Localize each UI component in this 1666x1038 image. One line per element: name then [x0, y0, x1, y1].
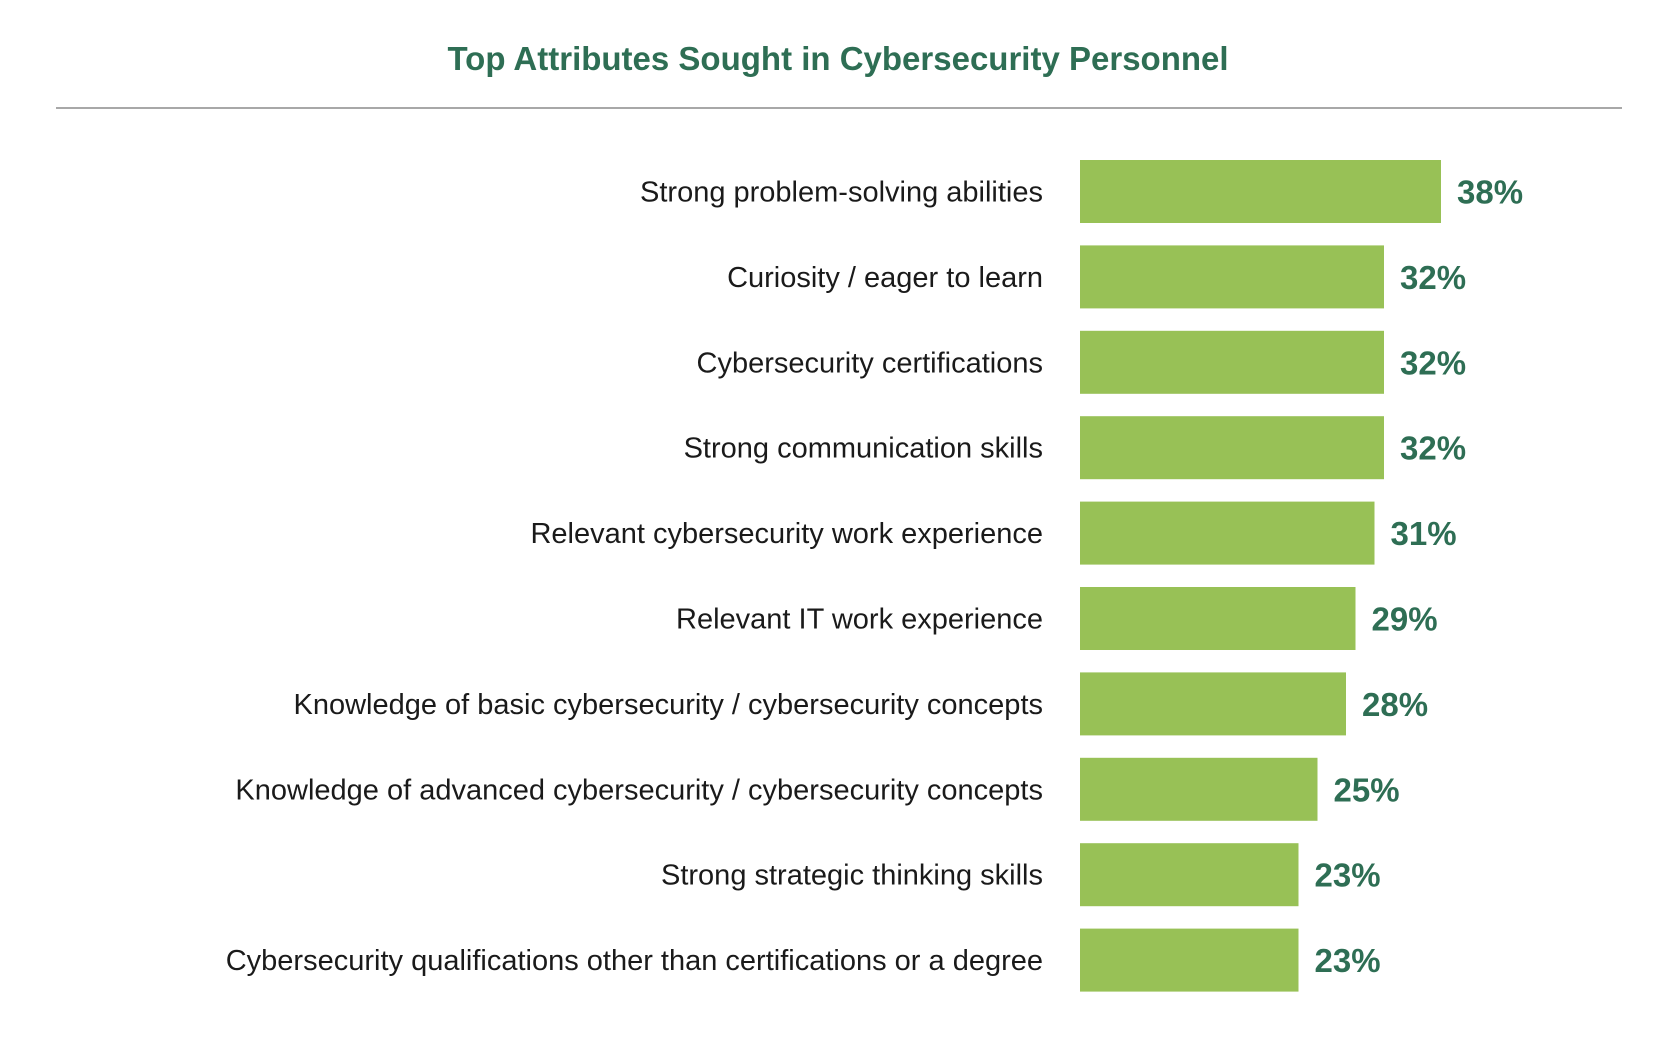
category-label: Cybersecurity certifications: [697, 347, 1044, 379]
data-label: 32%: [1400, 430, 1466, 467]
bar: [1080, 843, 1299, 907]
bar: [1080, 330, 1384, 394]
category-label: Knowledge of advanced cybersecurity / cy…: [235, 774, 1043, 806]
data-label: 23%: [1315, 942, 1381, 979]
bar: [1080, 928, 1299, 992]
bar: [1080, 587, 1356, 650]
bar: [1080, 672, 1346, 736]
category-label: Relevant cybersecurity work experience: [530, 518, 1043, 550]
category-label: Relevant IT work experience: [676, 604, 1043, 636]
category-label: Strong problem-solving abilities: [640, 177, 1043, 209]
data-label: 32%: [1400, 259, 1466, 296]
category-label: Cybersecurity qualifications other than …: [226, 945, 1043, 977]
data-label: 28%: [1362, 686, 1428, 723]
category-label: Strong strategic thinking skills: [661, 860, 1043, 892]
category-label: Curiosity / eager to learn: [727, 262, 1043, 294]
category-label: Knowledge of basic cybersecurity / cyber…: [293, 689, 1043, 721]
bar: [1080, 160, 1441, 223]
bar: [1080, 757, 1318, 821]
bar: [1080, 245, 1384, 309]
category-label: Strong communication skills: [684, 433, 1043, 465]
bar: [1080, 416, 1384, 480]
data-label: 38%: [1457, 174, 1523, 211]
chart-title: Top Attributes Sought in Cybersecurity P…: [447, 40, 1229, 77]
data-label: 25%: [1334, 771, 1400, 808]
data-label: 32%: [1400, 344, 1466, 381]
bar: [1080, 501, 1375, 565]
data-label: 31%: [1391, 515, 1457, 552]
title-divider: [56, 107, 1622, 109]
data-label: 29%: [1372, 601, 1438, 638]
data-label: 23%: [1315, 857, 1381, 894]
